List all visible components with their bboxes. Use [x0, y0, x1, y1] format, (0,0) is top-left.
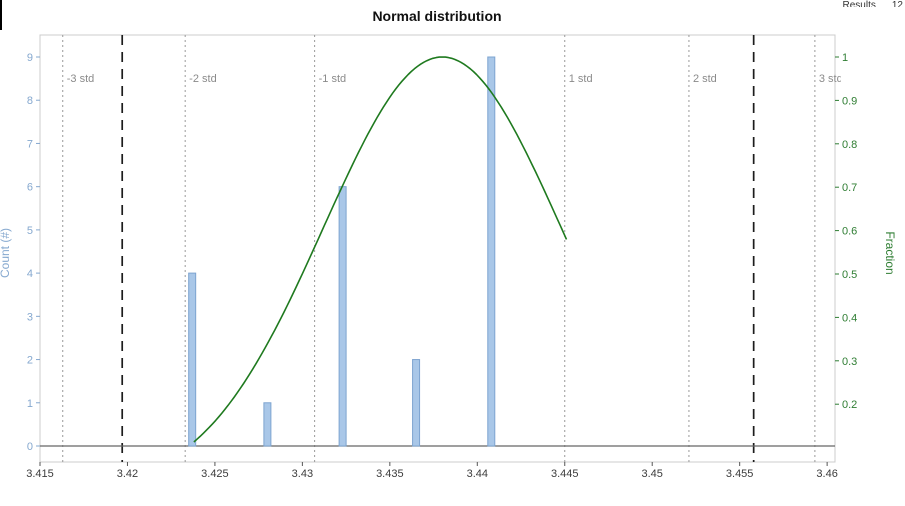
histogram-bar	[263, 402, 272, 447]
left-axis-label: Count (#)	[0, 228, 12, 278]
std-line-label: -2 std	[189, 73, 217, 85]
fraction-tick-label: 1	[842, 52, 848, 64]
histogram-bar	[338, 186, 347, 447]
x-tick-label: 3.42	[117, 468, 138, 480]
right-axis-label: Fraction	[883, 231, 897, 274]
count-tick-label: 7	[27, 138, 33, 150]
x-tick-label: 3.43	[292, 468, 313, 480]
count-tick-label: 2	[27, 355, 33, 367]
std-line-label: -1 std	[319, 73, 347, 85]
fraction-tick-label: 0.3	[842, 356, 857, 368]
x-tick-label: 3.44	[467, 468, 488, 480]
x-tick-label: 3.45	[642, 468, 663, 480]
std-line-label: 3 std	[819, 73, 843, 85]
count-tick-label: 9	[27, 52, 33, 64]
count-tick-label: 5	[27, 225, 33, 237]
histogram-bar	[188, 272, 197, 447]
histogram-bar	[487, 56, 496, 447]
fraction-tick-label: 0.6	[842, 226, 857, 238]
fraction-tick-label: 0.2	[842, 399, 857, 411]
x-tick-label: 3.425	[201, 468, 229, 480]
count-tick-label: 8	[27, 95, 33, 107]
fragment-right-text: 12	[891, 0, 903, 7]
window-edge	[0, 0, 2, 30]
std-line-label: 2 std	[693, 73, 717, 85]
x-tick-label: 3.455	[726, 468, 754, 480]
clipped-window-fragment: Results 12	[843, 0, 903, 7]
count-tick-label: 6	[27, 182, 33, 194]
count-tick-label: 3	[27, 311, 33, 323]
plot-area: -3 std -2 std -1 std 1 std 2 std 3 std 3.415 3.…	[26, 34, 857, 480]
std-line-label: -3 std	[67, 73, 95, 85]
fraction-tick-label: 0.7	[842, 182, 857, 194]
count-tick-label: 1	[27, 398, 33, 410]
histogram-bar	[412, 359, 421, 447]
count-tick-label: 4	[27, 268, 33, 280]
fraction-tick-label: 0.8	[842, 139, 857, 151]
std-lines-group: -3 std -2 std -1 std 1 std 2 std 3 std	[62, 35, 843, 462]
x-tick-label: 3.435	[376, 468, 404, 480]
normal-curve	[193, 56, 568, 443]
x-tick-label: 3.445	[551, 468, 579, 480]
chart-title: Normal distribution	[372, 8, 501, 24]
std-line-label: 1 std	[569, 73, 593, 85]
plot-frame	[39, 34, 836, 463]
fraction-tick-label: 0.5	[842, 269, 857, 281]
fraction-tick-label: 0.4	[842, 312, 857, 324]
x-tick-label: 3.415	[26, 468, 54, 480]
count-tick-label: 0	[27, 441, 33, 453]
x-tick-label: 3.46	[816, 468, 837, 480]
fraction-tick-label: 0.9	[842, 95, 857, 107]
fragment-left-text: Results	[842, 0, 876, 7]
